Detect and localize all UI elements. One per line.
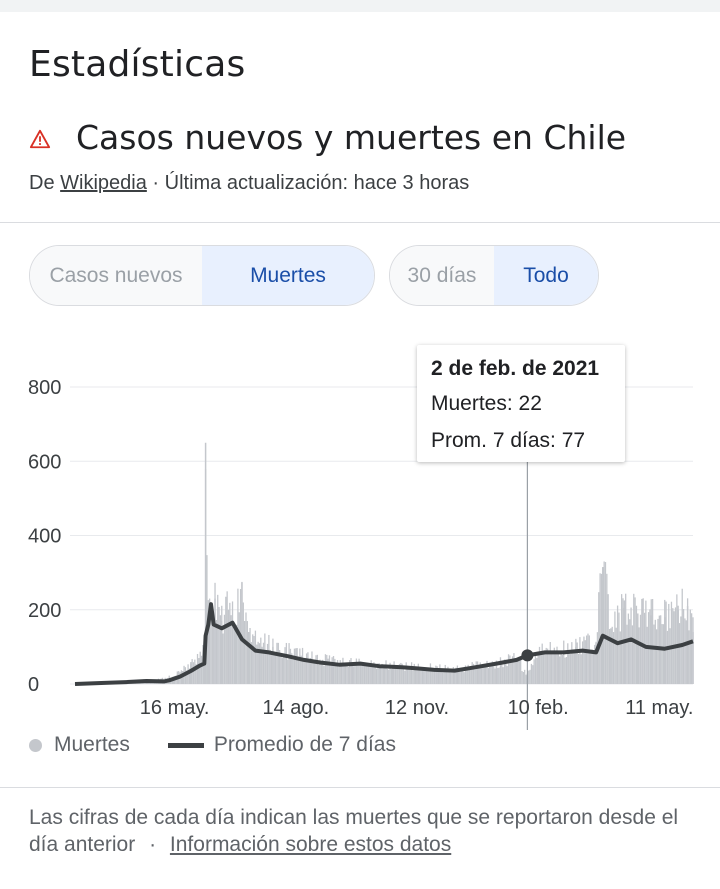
divider [0,787,720,788]
updated-text: · Última actualización: hace 3 horas [152,172,470,194]
deaths-legend-dot [29,738,42,752]
tooltip-deaths: Muertes: 22 [431,392,542,415]
y-tick-label: 600 [28,451,61,473]
hover-point [521,649,534,662]
source-line: De Wikipedia · Última actualización: hac… [29,172,469,195]
y-tick-label: 200 [28,600,61,622]
card-title: Casos nuevos y muertes en Chile [76,118,627,157]
divider [0,222,720,223]
x-tick-label: 12 nov. [385,697,449,719]
y-tick-label: 0 [28,674,39,696]
seven-day-average-line [74,602,694,686]
top-band [0,0,720,12]
cases-toggle-button[interactable]: Casos nuevos [30,246,202,305]
chart-legend: Muertes Promedio de 7 días [29,733,396,757]
deaths-toggle-button[interactable]: Muertes [202,246,374,305]
x-tick-label: 10 feb. [508,697,569,719]
y-tick-label: 400 [28,526,61,548]
footnote-text: Las cifras de cada día indican las muert… [29,806,679,856]
range-30-days-button[interactable]: 30 días [390,246,494,305]
chart-tooltip: 2 de feb. de 2021 Muertes: 22 Prom. 7 dí… [417,345,625,462]
range-all-button[interactable]: Todo [494,246,598,305]
metric-toggle: Casos nuevos Muertes [29,245,375,306]
x-tick-label: 11 may. [625,697,693,719]
footnote-separator: · [149,833,157,856]
legend-average-label: Promedio de 7 días [213,733,396,756]
tooltip-average: Prom. 7 días: 77 [431,429,586,452]
tooltip-date: 2 de feb. de 2021 [431,357,600,380]
range-toggle: 30 días Todo [389,245,599,306]
data-info-link[interactable]: Información sobre estos datos [169,833,452,856]
footnote: Las cifras de cada día indican las muert… [29,804,689,858]
x-tick-label: 14 ago. [262,697,329,719]
source-prefix: De [29,172,55,194]
average-legend-line [167,742,204,748]
x-tick-label: 16 may. [140,697,210,719]
legend-deaths-label: Muertes [54,733,130,756]
section-heading: Estadísticas [29,44,246,85]
warning-icon [29,129,51,149]
wikipedia-link[interactable]: Wikipedia [60,172,147,194]
y-tick-label: 800 [28,377,61,399]
deaths-chart[interactable]: 16 may. 14 ago. 12 nov. 10 feb. 11 may. 0 200… [0,330,720,730]
